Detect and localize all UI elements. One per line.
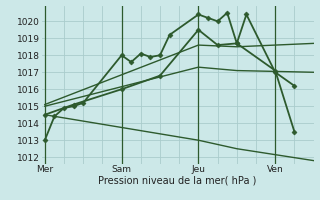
X-axis label: Pression niveau de la mer( hPa ): Pression niveau de la mer( hPa ): [99, 176, 257, 186]
